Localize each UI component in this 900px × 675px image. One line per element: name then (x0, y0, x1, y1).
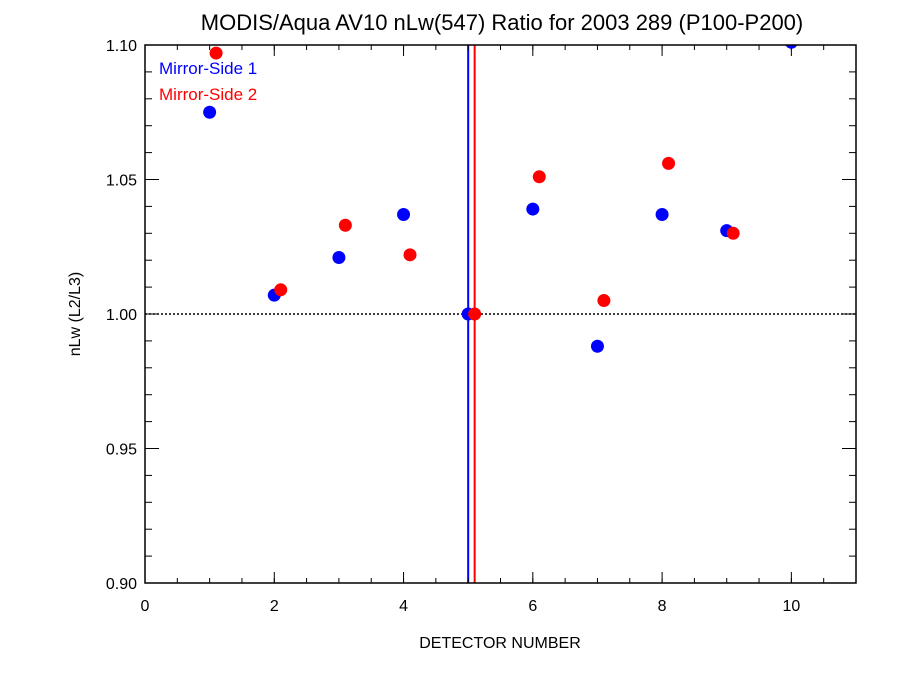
x-tick-label: 6 (528, 598, 537, 615)
data-point-series-1 (203, 105, 217, 119)
legend-entry-1: Mirror-Side 1 (159, 59, 257, 78)
plot-frame (144, 44, 857, 584)
data-point-series-1 (526, 202, 540, 216)
data-point-series-2 (726, 226, 740, 240)
data-point-series-2 (468, 307, 482, 321)
x-tick-label: 10 (782, 598, 800, 615)
x-tick-label: 4 (399, 598, 408, 615)
data-point-series-2 (662, 156, 676, 170)
y-tick-label: 1.00 (106, 307, 137, 324)
data-point-series-1 (590, 339, 604, 353)
x-tick-label: 0 (141, 598, 150, 615)
data-point-series-1 (655, 207, 669, 221)
y-tick-label: 0.90 (106, 576, 137, 593)
data-point-series-1 (397, 207, 411, 221)
legend-entry-2: Mirror-Side 2 (159, 85, 257, 104)
data-point-series-1 (785, 45, 798, 49)
data-point-series-2 (403, 248, 417, 262)
chart-title: MODIS/Aqua AV10 nLw(547) Ratio for 2003 … (201, 10, 804, 35)
x-tick-label: 8 (658, 598, 667, 615)
data-point-series-2 (274, 283, 288, 297)
y-axis-label: nLw (L2/L3) (67, 272, 84, 357)
x-axis-label: DETECTOR NUMBER (419, 635, 581, 652)
data-point-series-2 (532, 170, 546, 184)
data-point-series-2 (338, 218, 352, 232)
data-point-series-1 (332, 251, 346, 265)
data-point-series-2 (209, 46, 223, 60)
x-tick-label: 2 (270, 598, 279, 615)
y-tick-label: 1.10 (106, 38, 137, 55)
data-point-series-2 (597, 294, 611, 308)
y-tick-label: 1.05 (106, 173, 137, 190)
y-tick-label: 0.95 (106, 442, 137, 459)
